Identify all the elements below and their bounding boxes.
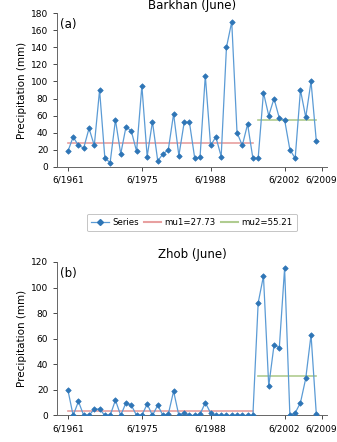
Title: Zhob (June): Zhob (June) bbox=[158, 248, 226, 261]
Text: (b): (b) bbox=[60, 267, 77, 280]
Legend: Series, mu1=27.73, mu2=55.21: Series, mu1=27.73, mu2=55.21 bbox=[87, 213, 297, 231]
Y-axis label: Precipitation (mm): Precipitation (mm) bbox=[17, 290, 27, 387]
Y-axis label: Precipitation (mm): Precipitation (mm) bbox=[17, 42, 27, 139]
Title: Barkhan (June): Barkhan (June) bbox=[148, 0, 236, 12]
Text: (a): (a) bbox=[60, 18, 76, 31]
